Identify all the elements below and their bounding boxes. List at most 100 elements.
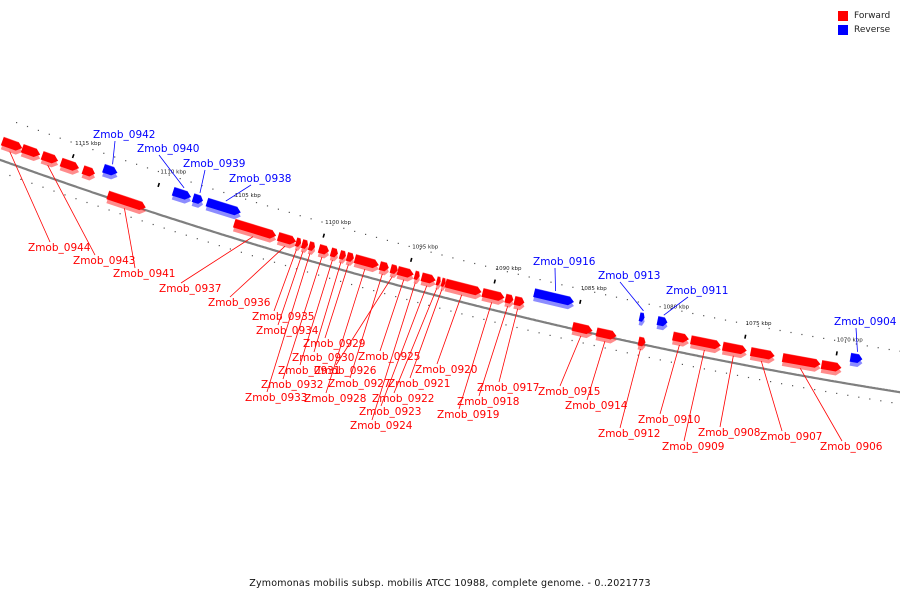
leader-line <box>380 285 428 407</box>
minor-tick-dot <box>430 251 432 253</box>
leader-line <box>277 251 304 326</box>
gene-feature <box>307 240 316 255</box>
leader-line <box>458 302 493 410</box>
minor-tick-dot <box>48 133 50 135</box>
minor-tick-dot <box>255 202 258 204</box>
gene-feature <box>413 269 420 285</box>
minor-tick-dot <box>463 260 465 262</box>
gene-label: Zmob_0916 <box>533 256 596 268</box>
gene-feature <box>721 341 747 359</box>
gene-label: Zmob_0915 <box>538 386 600 398</box>
minor-tick-dot <box>528 276 530 278</box>
minor-tick-dot <box>714 370 717 372</box>
major-ticks: 1115 kbp 1110 kbp 1105 kbp 1100 kbp 1095 kbp… <box>71 141 863 356</box>
minor-tick-dot <box>485 265 487 267</box>
minor-tick-dot <box>108 209 110 211</box>
minor-tick-dot <box>681 363 683 365</box>
gene-label: Zmob_0913 <box>598 270 660 282</box>
minor-tick-dot <box>16 122 18 124</box>
gene-label: Zmob_0919 <box>437 409 499 421</box>
minor-tick-dot <box>538 332 540 334</box>
minor-tick-dot <box>517 273 519 275</box>
leader-line <box>158 154 185 189</box>
minor-tick-dot <box>747 376 750 379</box>
minor-tick-dot <box>844 341 847 343</box>
minor-tick-dot <box>295 268 298 270</box>
minor-tick-dot <box>299 215 301 217</box>
tick-label: 1090 kbp <box>496 266 522 272</box>
gene-feature <box>317 243 329 259</box>
minor-tick-dot <box>81 145 83 147</box>
minor-tick-dot <box>146 167 149 169</box>
minor-tick-dot <box>223 191 225 194</box>
minor-tick-dot <box>288 211 290 213</box>
minor-tick-dot <box>207 241 209 243</box>
minor-tick-dot <box>724 319 727 321</box>
minor-tick-dot <box>340 280 342 282</box>
minor-tick-dot <box>373 290 375 292</box>
minor-tick-dot <box>234 195 236 197</box>
minor-tick-dot <box>560 337 562 339</box>
minor-tick-dot <box>474 262 476 265</box>
figure-caption: Zymomonas mobilis subsp. mobilis ATCC 10… <box>249 578 651 589</box>
minor-tick-dot <box>114 156 116 158</box>
minor-tick-dot <box>441 254 443 256</box>
minor-tick-dot <box>417 301 419 304</box>
minor-tick-dot <box>692 312 694 315</box>
gene-feature <box>396 265 414 282</box>
minor-tick-dot <box>212 188 214 190</box>
gene-feature <box>689 334 721 354</box>
minor-tick-dot <box>31 182 33 184</box>
minor-tick-dot <box>626 299 628 301</box>
minor-tick-dot <box>130 216 132 218</box>
minor-tick-dot <box>505 324 507 326</box>
minor-tick-dot <box>888 348 890 351</box>
leader-line <box>554 267 556 292</box>
gene-label: Zmob_0912 <box>598 428 660 440</box>
minor-tick-dot <box>321 221 323 223</box>
leader-line <box>266 253 311 393</box>
leader-line <box>719 355 734 428</box>
gene-feature <box>81 164 95 181</box>
minor-tick-dot <box>637 354 639 356</box>
gene-feature <box>571 321 593 339</box>
minor-tick-dot <box>97 205 99 207</box>
leader-line <box>379 279 405 352</box>
gene-feature <box>102 163 118 180</box>
legend: Forward Reverse <box>838 9 890 37</box>
gene-label: Zmob_0938 <box>229 173 291 185</box>
minor-tick-dot <box>836 392 838 394</box>
gene-label: Zmob_0926 <box>314 365 377 377</box>
minor-tick-dot <box>277 208 279 210</box>
genome-backbone <box>0 158 900 394</box>
gene-feature <box>637 336 646 351</box>
minor-tick-dot <box>659 306 661 308</box>
reverse-swatch <box>838 25 848 35</box>
minor-tick-dot <box>735 321 738 323</box>
major-tick <box>493 279 497 284</box>
gene-feature <box>638 311 645 326</box>
gene-label: Zmob_0942 <box>93 129 155 141</box>
minor-tick-dot <box>834 339 836 341</box>
minor-tick-dot <box>174 231 176 233</box>
minor-tick-dot <box>37 129 39 131</box>
leader-line <box>619 348 641 429</box>
tick-label: 1070 kbp <box>837 338 863 344</box>
gene-label: Zmob_0920 <box>415 364 477 376</box>
minor-tick-dot <box>746 323 748 325</box>
minor-tick-dot <box>273 261 276 263</box>
legend-label-reverse: Reverse <box>854 25 891 35</box>
minor-tick-dot <box>648 303 650 305</box>
minor-tick-dot <box>757 325 759 327</box>
gene-feature <box>294 236 302 251</box>
minor-tick-dot <box>615 296 618 298</box>
leader-line <box>683 349 705 442</box>
minor-tick-dot <box>26 125 29 128</box>
minor-tick-dot <box>583 289 585 291</box>
minor-tick-dot <box>152 223 154 226</box>
minor-tick-dot <box>779 329 781 332</box>
gene-label: Zmob_0914 <box>565 400 628 412</box>
minor-tick-dot <box>53 190 55 192</box>
minor-tick-dot <box>92 149 94 151</box>
major-tick <box>409 257 413 263</box>
